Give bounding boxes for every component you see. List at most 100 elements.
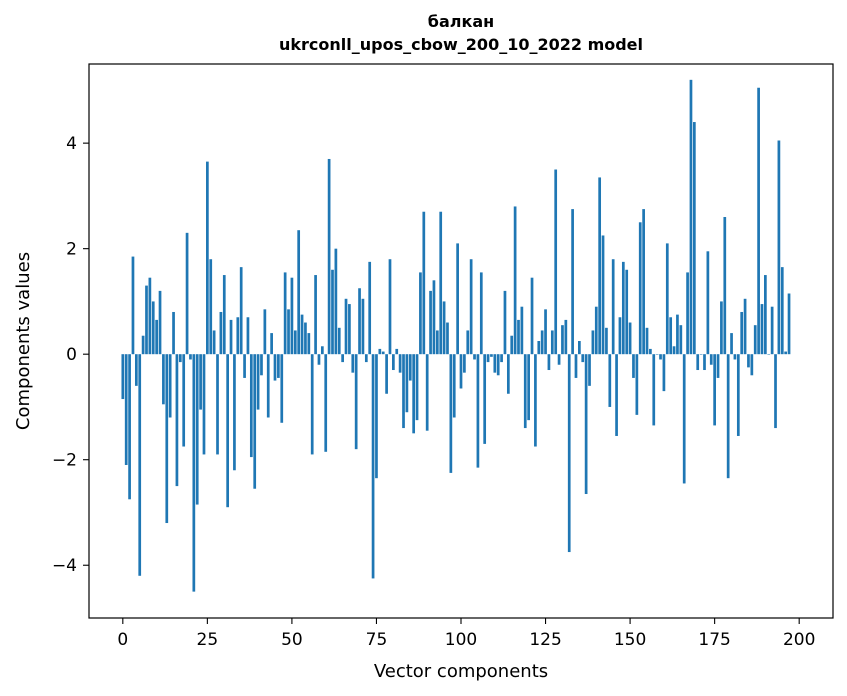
bar (490, 354, 493, 357)
bar (760, 304, 764, 355)
bar (422, 211, 426, 355)
bar (557, 354, 561, 365)
bar (320, 346, 324, 355)
bar (300, 314, 304, 355)
bar (547, 354, 551, 371)
bar (730, 333, 733, 355)
bar (158, 290, 162, 355)
bar (483, 354, 487, 444)
bar (273, 354, 277, 381)
bar (736, 354, 740, 436)
bar (324, 354, 328, 452)
bar (199, 354, 202, 410)
bar (581, 354, 585, 363)
bar (709, 354, 713, 365)
bar (506, 354, 510, 394)
bar (635, 354, 639, 415)
bar (385, 354, 388, 394)
bar (310, 354, 314, 455)
bar (632, 354, 635, 378)
bar (408, 354, 412, 381)
bar (439, 211, 443, 355)
bar (659, 354, 662, 360)
chart-subtitle: ukrconll_upos_cbow_200_10_2022 model (279, 35, 643, 54)
bar (246, 317, 250, 355)
bar (784, 351, 788, 355)
bar (780, 267, 784, 355)
bar (628, 322, 632, 355)
bar (753, 325, 757, 355)
bar (449, 354, 453, 473)
bar (452, 354, 456, 418)
bar (649, 348, 652, 355)
x-tick-label: 25 (197, 630, 219, 650)
bar (540, 330, 544, 355)
bars-group (121, 79, 791, 592)
bar (415, 354, 419, 421)
bar (253, 354, 257, 489)
bar (699, 354, 703, 355)
x-tick-label: 200 (783, 630, 815, 650)
plot-frame (88, 63, 834, 619)
bar (388, 259, 392, 355)
bar (723, 217, 727, 355)
bar (358, 288, 361, 355)
bar (621, 261, 625, 355)
x-tick-label: 0 (117, 630, 128, 650)
bar (574, 354, 578, 378)
bar (162, 354, 165, 405)
bar (446, 322, 449, 355)
bar (381, 351, 385, 355)
bar (317, 354, 321, 365)
bar (554, 169, 558, 355)
bar (733, 354, 737, 360)
y-tick-label: −4 (52, 556, 77, 576)
bar (716, 354, 720, 378)
bar (601, 235, 605, 355)
bar (588, 354, 591, 386)
bar (750, 354, 754, 376)
bar (696, 354, 700, 371)
bar (293, 330, 297, 355)
bar (151, 301, 155, 355)
bar (530, 277, 534, 355)
bar (148, 277, 152, 355)
bar (266, 354, 270, 418)
bar (425, 354, 429, 431)
bar (774, 354, 777, 429)
bar (669, 317, 673, 355)
bar (405, 354, 409, 413)
bar (412, 354, 416, 434)
y-axis-label: Components values (13, 252, 34, 430)
bar (564, 319, 568, 355)
bar (337, 327, 341, 355)
x-tick-label: 100 (445, 630, 477, 650)
bar (195, 354, 199, 505)
bar (348, 304, 351, 355)
bar (689, 79, 693, 355)
y-axis-ticks: −4 −2 0 2 4 (52, 134, 89, 576)
bar (578, 341, 581, 355)
bar (672, 346, 676, 355)
bar (537, 341, 541, 355)
bar (767, 354, 771, 355)
bar (665, 243, 669, 355)
bar (256, 354, 260, 410)
x-tick-label: 50 (281, 630, 303, 650)
y-tick-label: 4 (66, 134, 77, 154)
bar (141, 335, 145, 355)
bar (435, 330, 439, 355)
bar (598, 177, 602, 355)
bar (625, 269, 629, 355)
bar (527, 354, 530, 421)
bar (473, 354, 476, 360)
bar (713, 354, 716, 426)
bar (226, 354, 230, 508)
bar (703, 354, 706, 371)
bar (351, 354, 355, 373)
bar (571, 209, 574, 355)
bar (287, 309, 290, 355)
bar (720, 301, 723, 355)
bar (189, 354, 192, 360)
